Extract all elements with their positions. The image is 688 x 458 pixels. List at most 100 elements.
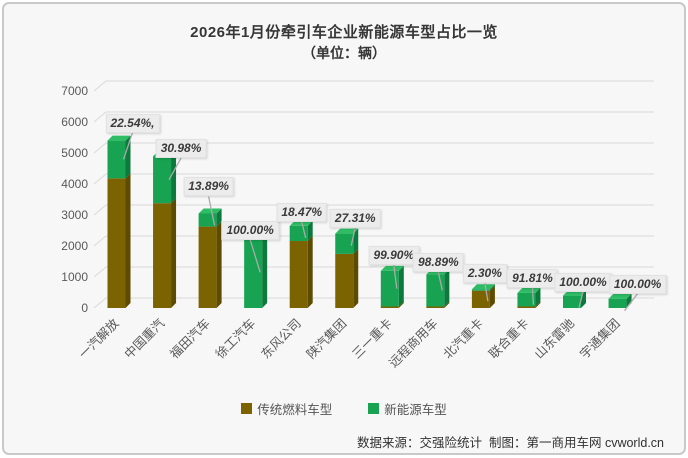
bar-segment-nev [426,274,445,307]
legend-nev-label: 新能源车型 [384,403,447,417]
nev-swatch-icon [368,403,380,414]
gridline [93,173,654,185]
bar-segment-nev [244,236,263,308]
gridline [93,266,654,278]
label-leader-line [437,272,443,291]
label-leader-line [393,264,398,289]
category-label: 陕汽集团 [303,316,349,362]
chart-legend: 传统燃料车型 新能源车型 [0,399,688,418]
bar-side-trad [125,173,131,308]
label-leader-line [301,221,307,239]
bar-segment-nev [107,140,126,179]
chart-title: 2026年1月份牵引车企业新能源车型占比一览 [190,24,498,41]
bar-side-nev [353,228,359,254]
gridline [93,235,654,247]
bar-side-nev [171,151,177,204]
category-label: 东风公司 [259,316,304,361]
bar-side-nev [398,265,404,307]
bar-side-nev [125,135,131,179]
bar-segment-trad [426,306,445,308]
label-leader-line [350,227,356,246]
label-leader-line [624,293,639,312]
y-tick-label: 4000 [61,177,88,191]
bar-segment-trad [107,178,126,308]
bar-top-face [107,135,131,141]
bar-top-face [289,220,313,226]
bar-segment-nev [608,298,627,308]
gridline [93,297,654,309]
bar-segment-trad [471,290,490,308]
category-label: 中国重汽 [121,315,167,361]
bar-side-nev [444,269,450,307]
bar-segment-nev [153,156,172,204]
bar-side-nev [216,208,222,227]
category-label: 联合重卡 [486,316,532,362]
bar-segment-trad [198,226,217,308]
legend-item-nev: 新能源车型 [368,399,447,418]
bar-segment-nev [563,295,581,308]
bar-side-trad [307,236,313,308]
category-label: 宇通集团 [577,316,623,362]
category-label: 远程商用车 [386,316,441,371]
bar-segment-trad [380,306,399,308]
label-leader-line [531,287,535,305]
legend-item-trad: 传统燃料车型 [241,399,332,418]
gridline [93,142,654,154]
bar-segment-trad [289,241,308,308]
category-label: 福田汽车 [167,316,213,362]
bar-segment-nev [517,292,536,307]
gridline [93,111,654,123]
label-leader-line [249,239,261,273]
bar-segment-trad [153,203,172,308]
bar-side-trad [489,285,495,308]
bar-top-face [517,287,541,293]
source-credit-text: 数据来源：交强险统计 制图：第一商用车网 cvworld.cn [357,436,664,450]
bar-side-nev [626,293,632,308]
category-label: 北汽重卡 [440,316,486,362]
bar-side-nev [307,220,313,242]
bar-side-trad [444,301,450,308]
bar-segment-nev [380,270,399,307]
label-leader-line [207,196,216,226]
bar-top-face [380,265,404,271]
y-tick-label: 3000 [61,208,88,222]
bar-side-trad [171,198,177,308]
label-leader-line [578,291,584,308]
trad-swatch-icon [241,403,253,414]
gridline [93,80,654,92]
bar-side-trad [353,248,359,308]
bar-segment-nev [471,289,490,291]
bar-top-face [471,284,495,290]
category-label: 山东雷驰 [532,316,578,362]
bar-segment-trad [335,253,354,308]
label-leader-line [484,283,489,302]
y-tick-label: 0 [81,301,88,315]
bar-top-face [335,228,359,234]
y-tick-label: 6000 [61,115,88,129]
chart-subtitle: （单位：辆） [302,45,386,61]
bar-top-face [563,290,586,296]
bar-segment-nev [198,213,217,227]
bar-side-trad [398,301,404,308]
category-label: 一汽解放 [76,315,122,361]
bar-top-face [198,208,222,214]
bar-side-nev [535,287,541,307]
y-tick-label: 7000 [61,84,88,98]
y-tick-label: 2000 [61,239,88,253]
category-label: 三一重卡 [349,316,395,362]
bar-segment-nev [335,233,354,254]
y-tick-label: 5000 [61,146,88,160]
bar-segment-trad [517,306,536,308]
bar-side-trad [216,221,222,308]
label-leader-line [122,132,134,160]
y-tick-label: 1000 [61,270,88,284]
bar-side-nev [262,231,268,308]
bar-side-trad [535,301,541,308]
bar-side-nev [489,284,495,291]
gridline [93,204,654,216]
label-leader-line [168,157,182,180]
bar-top-face [608,293,632,299]
category-label: 徐工汽车 [212,316,258,362]
legend-trad-label: 传统燃料车型 [257,403,333,417]
chart-plot: 0 1000 2000 3000 4000 5000 6000 7000 一汽解放 中国重汽 福田汽… [61,80,654,371]
